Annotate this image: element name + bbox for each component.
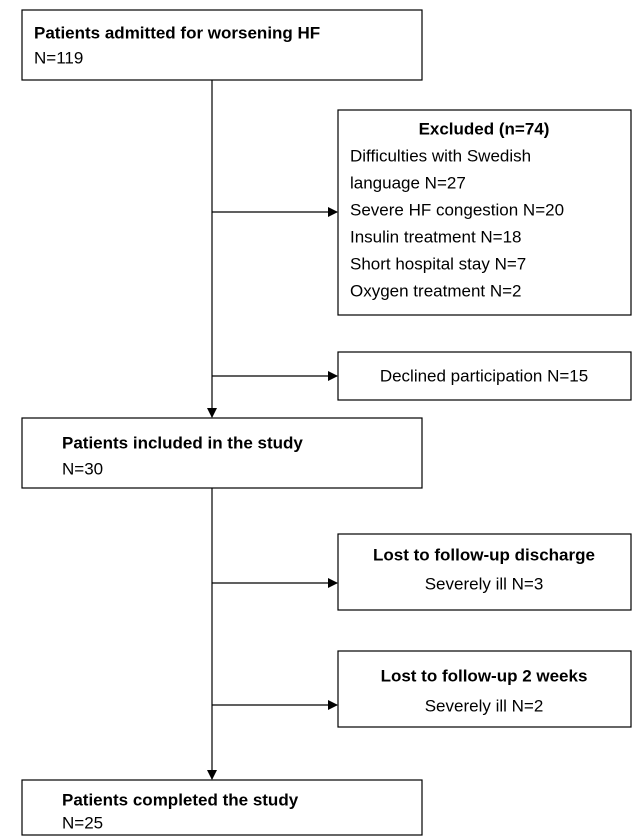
box-title: Patients admitted for worsening HF	[34, 23, 320, 42]
box-text: Difficulties with Swedish	[350, 146, 531, 165]
box-text: N=25	[62, 813, 103, 832]
box	[21, 779, 423, 836]
box-text: N=119	[34, 48, 83, 67]
box	[337, 533, 632, 611]
box-title: Patients included in the study	[62, 433, 303, 452]
box-text: Severely ill N=2	[425, 696, 544, 715]
box-text: Declined participation N=15	[380, 366, 588, 385]
box-title: Patients completed the study	[62, 790, 299, 809]
box-text: Short hospital stay N=7	[350, 254, 526, 273]
box-text: Insulin treatment N=18	[350, 227, 522, 246]
box-title: Lost to follow-up 2 weeks	[381, 666, 588, 685]
box	[337, 109, 632, 316]
box-text: Oxygen treatment N=2	[350, 281, 522, 300]
box	[337, 650, 632, 728]
box-text: N=30	[62, 459, 103, 478]
box-text: Severe HF congestion N=20	[350, 200, 564, 219]
box	[21, 417, 423, 489]
box-title: Excluded (n=74)	[419, 119, 550, 138]
box	[21, 9, 423, 81]
box-text: Severely ill N=3	[425, 574, 544, 593]
box-text: language N=27	[350, 173, 466, 192]
box-title: Lost to follow-up discharge	[373, 545, 595, 564]
box	[337, 351, 632, 401]
